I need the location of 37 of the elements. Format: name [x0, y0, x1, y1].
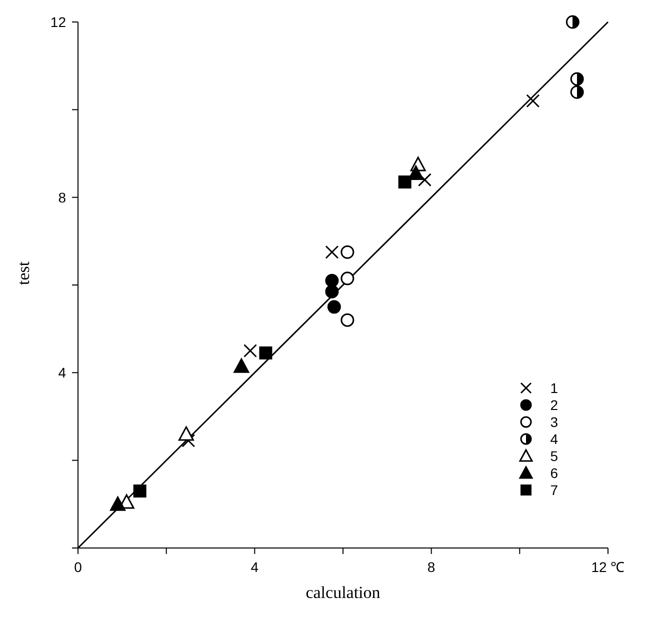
point [178, 426, 194, 441]
legend-label: 3 [550, 414, 558, 430]
point [234, 358, 250, 373]
x-tick-label: 12 ℃ [591, 559, 625, 575]
legend-label: 4 [550, 431, 558, 447]
point [398, 175, 412, 188]
point [340, 245, 354, 259]
legend-label: 7 [550, 482, 558, 498]
point [133, 484, 146, 498]
point [182, 434, 196, 448]
point [340, 313, 354, 327]
y-tick-label: 8 [58, 189, 66, 206]
point [526, 94, 540, 108]
legend-label: 5 [550, 448, 558, 464]
x-tick-label: 8 [427, 559, 436, 575]
legend-label: 2 [550, 397, 558, 413]
point [418, 173, 432, 187]
point [244, 344, 257, 358]
point [327, 300, 341, 314]
point [110, 496, 126, 511]
y-tick-label: 4 [58, 364, 66, 381]
point [325, 245, 339, 259]
point [325, 284, 339, 298]
point [570, 85, 584, 99]
x-tick-label: 0 [74, 559, 82, 575]
point [325, 274, 339, 288]
point [408, 165, 424, 180]
y-tick-label: 12 [50, 14, 66, 30]
y-axis-title: test [14, 261, 34, 285]
point [566, 15, 580, 29]
x-axis-title: calculation [306, 583, 381, 602]
point [340, 272, 354, 286]
legend-label: 6 [550, 465, 558, 481]
legend-label: 1 [550, 380, 558, 396]
point [259, 346, 272, 360]
point [570, 72, 584, 86]
x-tick-label: 4 [250, 559, 259, 575]
